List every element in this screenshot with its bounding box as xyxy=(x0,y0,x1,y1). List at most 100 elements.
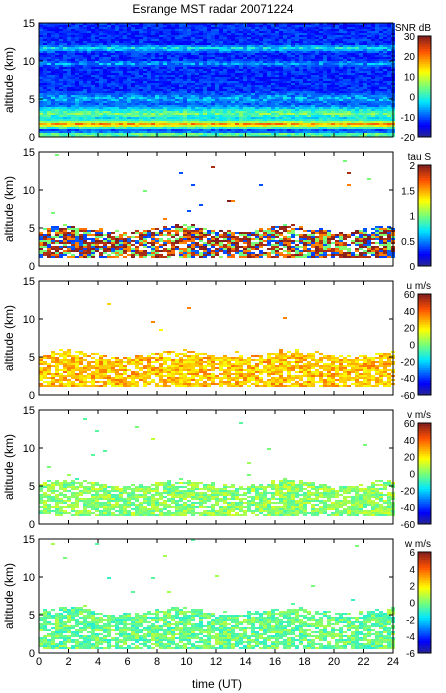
heatmap-cell xyxy=(191,113,195,115)
heatmap-cell xyxy=(223,117,227,119)
heatmap-cell xyxy=(67,93,71,95)
heatmap-cell xyxy=(163,77,167,79)
heatmap-cell xyxy=(203,69,207,71)
heatmap-cell xyxy=(71,113,75,115)
heatmap-cell xyxy=(195,67,199,69)
heatmap-cell xyxy=(175,105,179,107)
heatmap-cell xyxy=(167,59,171,61)
heatmap-cell xyxy=(239,103,243,105)
heatmap-cell xyxy=(191,127,195,129)
heatmap-cell xyxy=(335,115,339,117)
heatmap-cell xyxy=(147,77,151,79)
heatmap-cell xyxy=(63,47,67,49)
heatmap-cell xyxy=(235,91,239,93)
heatmap-cell xyxy=(47,91,51,93)
heatmap-cell xyxy=(279,67,283,69)
heatmap-cell xyxy=(167,135,171,137)
heatmap-cell xyxy=(135,39,139,41)
heatmap-cell xyxy=(243,85,247,87)
heatmap-cell xyxy=(315,25,319,27)
heatmap-cell xyxy=(43,91,47,93)
heatmap-cell xyxy=(239,129,243,131)
heatmap-cell xyxy=(199,73,203,75)
heatmap-cell xyxy=(347,23,351,25)
heatmap-cell xyxy=(183,105,187,107)
heatmap-cell xyxy=(239,23,243,25)
heatmap-cell xyxy=(259,57,263,59)
heatmap-cell xyxy=(299,107,303,109)
heatmap-cell xyxy=(219,61,223,63)
heatmap-cell xyxy=(275,51,279,53)
heatmap-cell xyxy=(179,47,183,49)
heatmap-cell xyxy=(39,57,43,59)
heatmap-cell xyxy=(99,99,103,101)
heatmap-cell xyxy=(271,77,275,79)
heatmap-cell xyxy=(75,39,79,41)
heatmap-cell xyxy=(275,117,279,119)
heatmap-cell xyxy=(87,125,91,127)
heatmap-cell xyxy=(83,117,87,119)
heatmap-cell xyxy=(91,61,95,63)
heatmap-cell xyxy=(167,89,171,91)
heatmap-cell xyxy=(319,23,323,25)
heatmap-cell xyxy=(107,111,111,113)
heatmap-cell xyxy=(95,109,99,111)
heatmap-cell xyxy=(299,63,303,65)
heatmap-cell xyxy=(83,37,87,39)
heatmap-cell xyxy=(63,107,67,109)
heatmap-cell xyxy=(91,43,95,45)
heatmap-cell xyxy=(243,63,247,65)
heatmap-cell xyxy=(319,121,323,123)
heatmap-cell xyxy=(99,71,103,73)
heatmap-cell xyxy=(51,25,55,27)
heatmap-cell xyxy=(107,127,111,129)
heatmap-cell xyxy=(39,109,43,111)
heatmap-cell xyxy=(359,43,363,45)
heatmap-cell xyxy=(55,107,59,109)
heatmap-cell xyxy=(327,49,331,51)
heatmap-cell xyxy=(59,103,63,105)
heatmap-cell xyxy=(359,71,363,73)
heatmap-cell xyxy=(339,89,343,91)
heatmap-cell xyxy=(179,35,183,37)
heatmap-cell xyxy=(339,91,343,93)
heatmap-cell xyxy=(59,27,63,29)
heatmap-cell xyxy=(227,115,231,117)
heatmap-cell xyxy=(155,39,159,41)
heatmap-cell xyxy=(123,89,127,91)
heatmap-cell xyxy=(287,101,291,103)
heatmap-cell xyxy=(335,55,339,57)
heatmap-cell xyxy=(263,113,267,115)
heatmap-cell xyxy=(335,123,339,125)
heatmap-cell xyxy=(327,135,331,137)
heatmap-cell xyxy=(119,101,123,103)
heatmap-cell xyxy=(339,129,343,131)
heatmap-cell xyxy=(75,135,79,137)
heatmap-cell xyxy=(51,115,55,117)
heatmap-cell xyxy=(119,39,123,41)
heatmap-cell xyxy=(343,121,347,123)
heatmap-cell xyxy=(91,95,95,97)
heatmap-cell xyxy=(107,59,111,61)
heatmap-cell xyxy=(271,23,275,25)
heatmap-cell xyxy=(327,65,331,67)
heatmap-cell xyxy=(299,79,303,81)
heatmap-cell xyxy=(203,53,207,55)
heatmap-cell xyxy=(175,91,179,93)
heatmap-cell xyxy=(343,49,347,51)
heatmap-cell xyxy=(311,109,315,111)
heatmap-cell xyxy=(379,57,383,59)
heatmap-cell xyxy=(251,107,255,109)
heatmap-cell xyxy=(207,71,211,73)
heatmap-cell xyxy=(247,39,251,41)
heatmap-cell xyxy=(223,103,227,105)
heatmap-cell xyxy=(311,69,315,71)
heatmap-cell xyxy=(51,39,55,41)
heatmap-cell xyxy=(119,117,123,119)
heatmap-cell xyxy=(87,97,91,99)
heatmap-cell xyxy=(147,73,151,75)
heatmap-cell xyxy=(155,69,159,71)
heatmap-cell xyxy=(95,121,99,123)
heatmap-cell xyxy=(151,65,155,67)
heatmap-cell xyxy=(315,45,319,47)
